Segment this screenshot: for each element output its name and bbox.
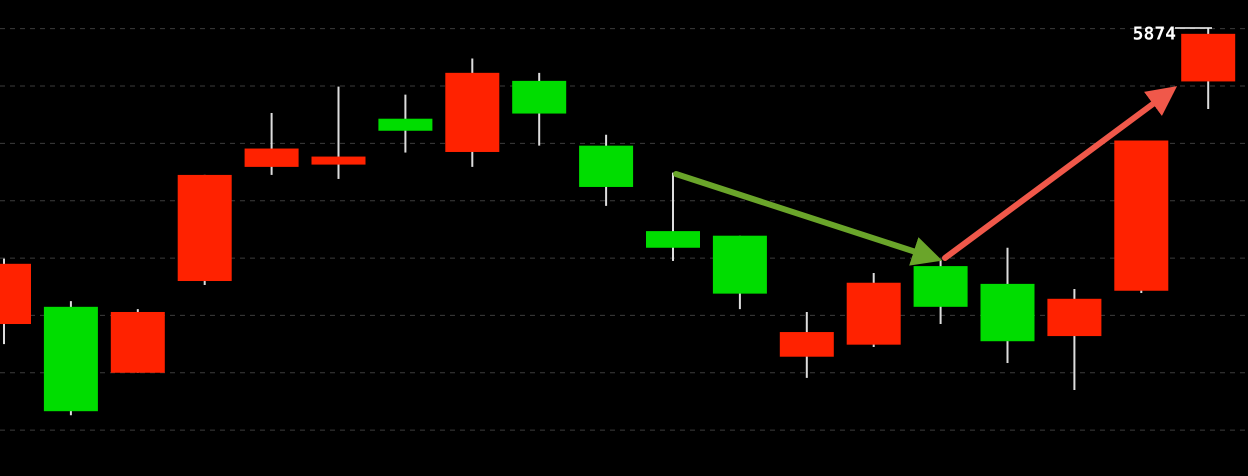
candle-body	[1047, 298, 1102, 337]
candle-body	[311, 156, 366, 165]
candle-body	[1181, 33, 1236, 82]
candle-body	[0, 263, 31, 325]
candle-body	[980, 283, 1035, 342]
candle-body	[579, 145, 634, 187]
candles	[0, 28, 1236, 416]
last-price-label: 5874	[1133, 23, 1177, 44]
candle-body	[43, 306, 98, 412]
candle-body	[1114, 140, 1169, 291]
candle-body	[512, 80, 567, 114]
candle-body	[445, 72, 500, 152]
trend-arrow-up	[942, 86, 1178, 261]
candle-body	[846, 282, 901, 345]
candle-body	[244, 148, 299, 167]
candle-body	[913, 266, 968, 307]
candle-body	[712, 235, 767, 294]
candle-body	[646, 231, 700, 248]
candle-body	[779, 332, 834, 357]
candle-body	[177, 174, 232, 282]
trend-arrow-down	[673, 171, 943, 266]
candle-body	[378, 118, 433, 131]
candle-body	[110, 311, 165, 373]
grid	[0, 28, 1248, 431]
